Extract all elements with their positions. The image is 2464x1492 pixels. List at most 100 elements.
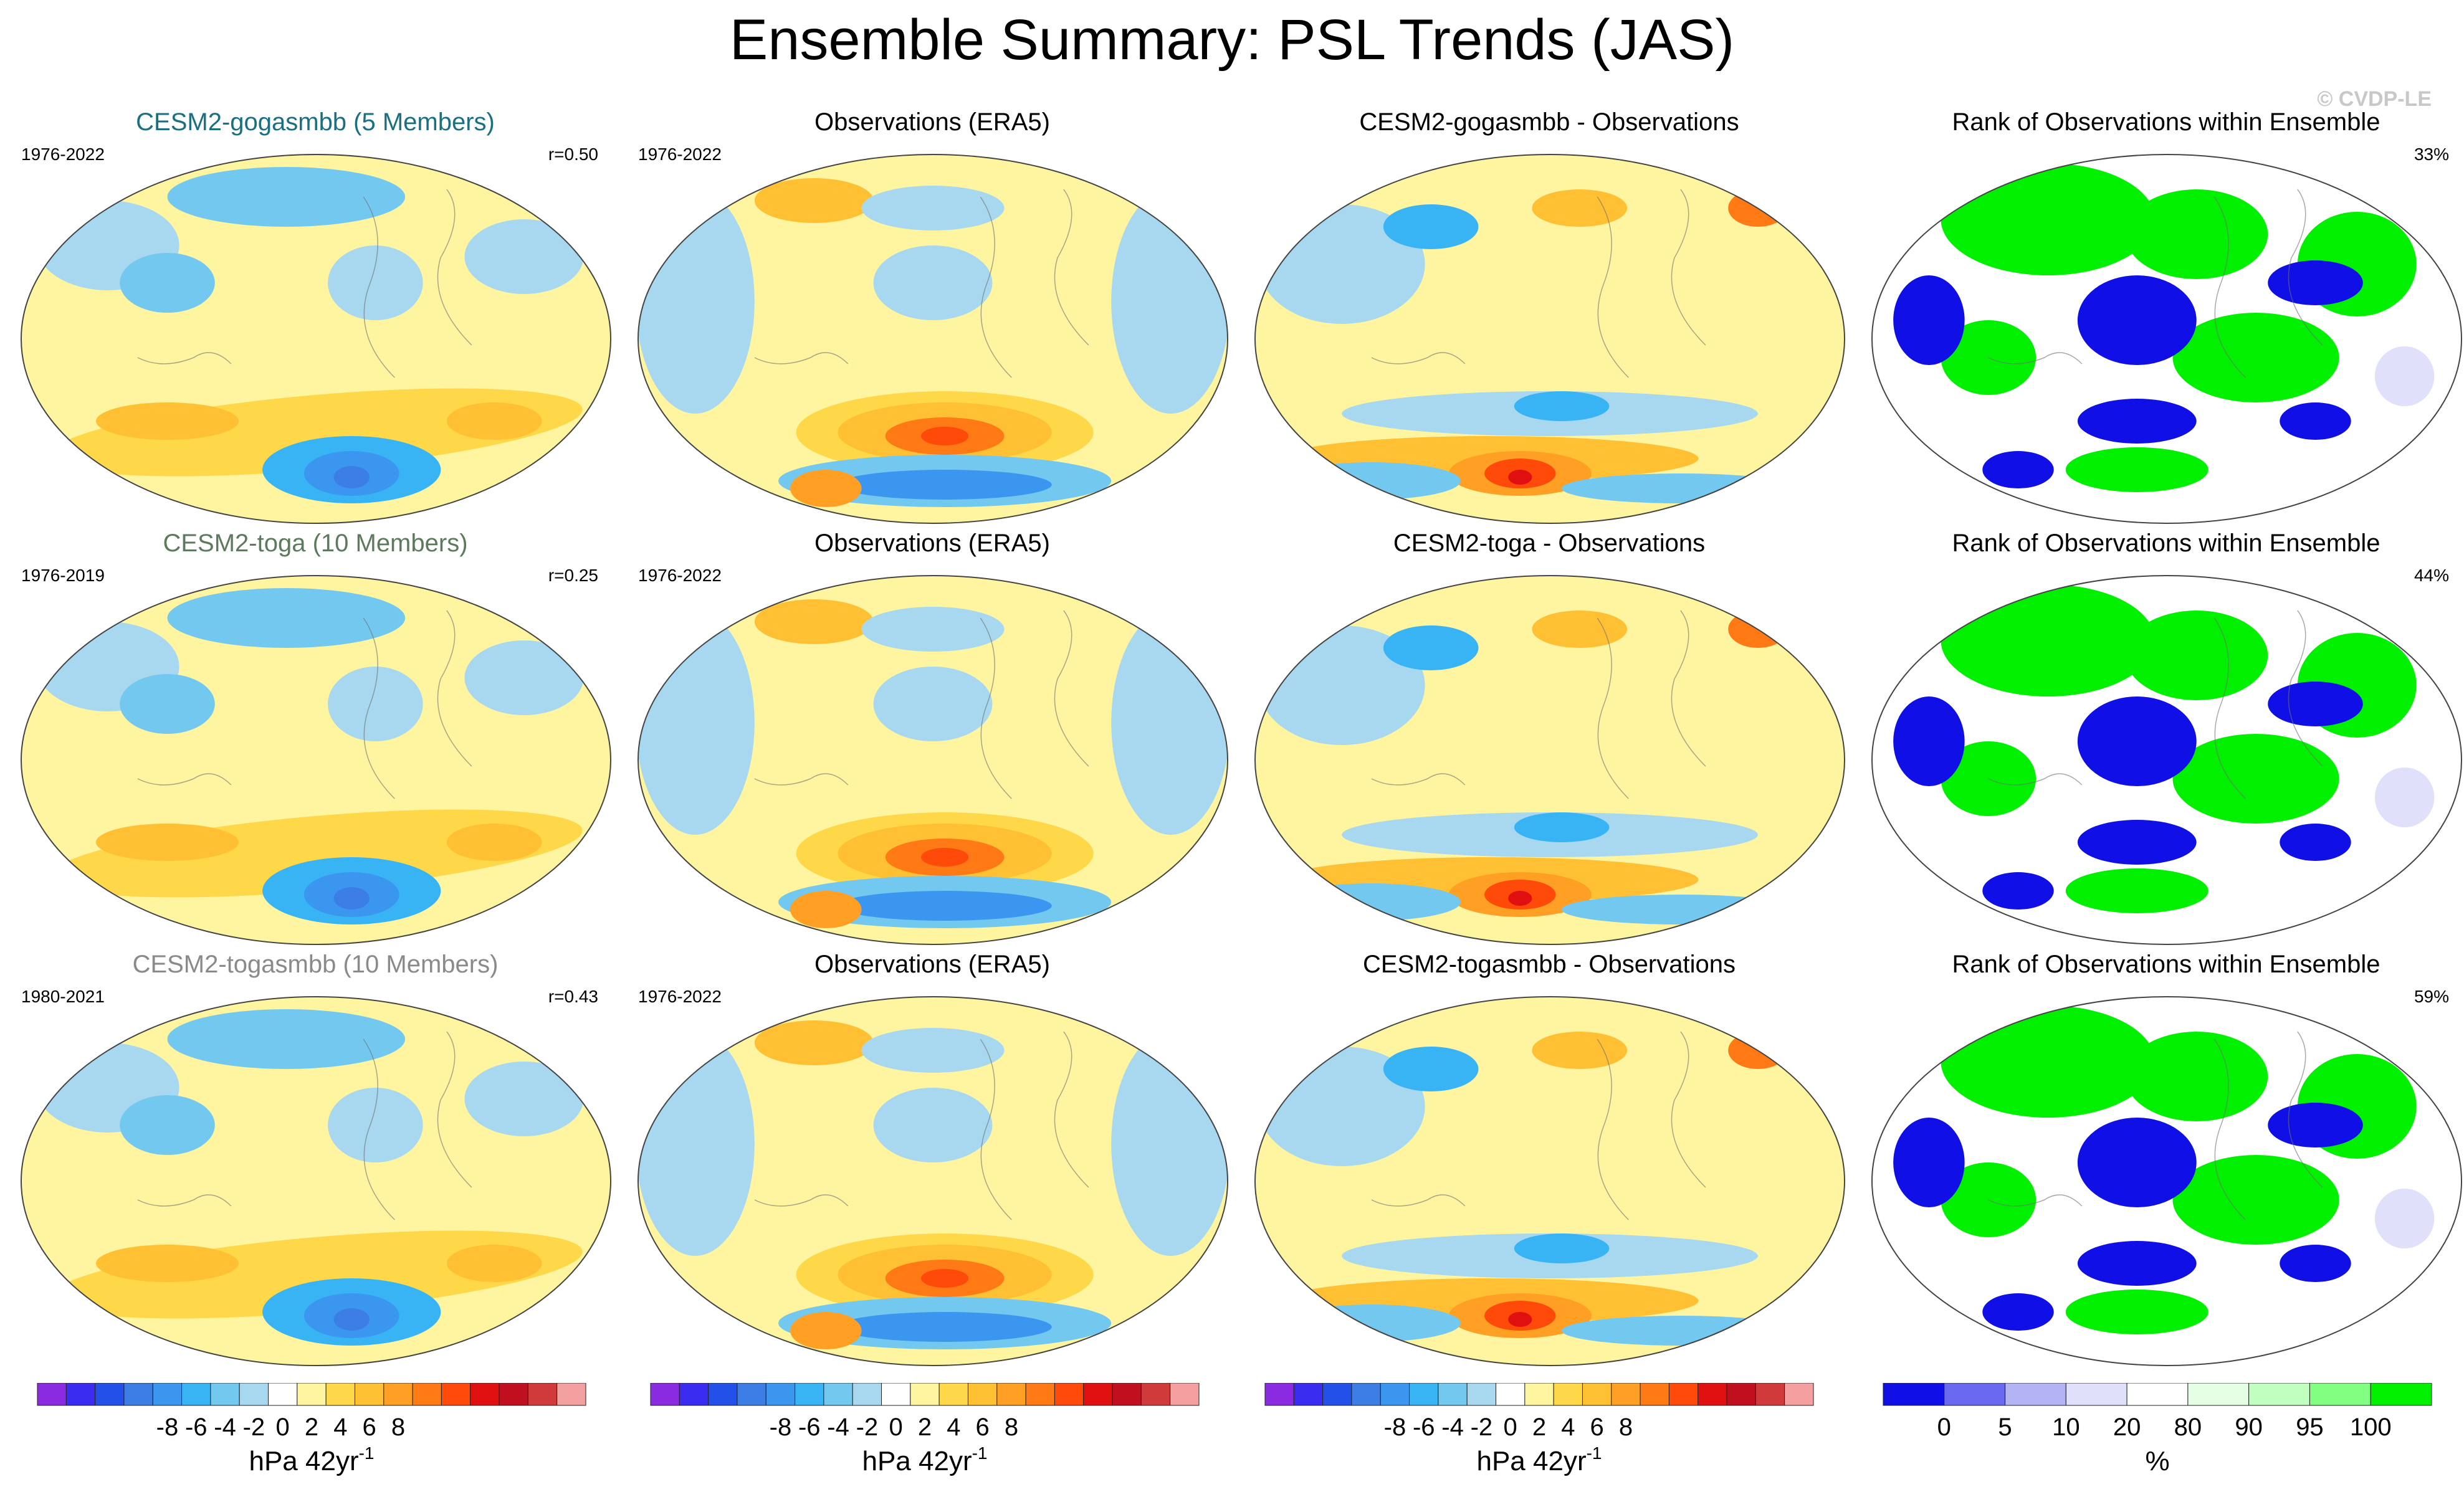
field-blob-12	[2280, 1245, 2351, 1282]
colorbar-swatch	[996, 1383, 1026, 1406]
rank-percent: 44%	[2414, 566, 2449, 585]
pattern-correlation: r=0.50	[548, 145, 598, 164]
field-blob-4	[120, 253, 215, 313]
colorbar-tick-label: -8	[156, 1414, 179, 1441]
figure-title: Ensemble Summary: PSL Trends (JAS)	[729, 8, 1735, 72]
colorbar-swatch	[527, 1383, 558, 1406]
colorbar-tick-label: -2	[1471, 1414, 1493, 1441]
field-blob-11	[1282, 462, 1461, 500]
colorbar-swatch	[1611, 1383, 1641, 1406]
colorbar-swatch	[1496, 1383, 1526, 1406]
colorbar-tick-label: 5	[1998, 1414, 2012, 1441]
field-blob-12	[1562, 895, 1800, 924]
colorbar-swatch	[1582, 1383, 1612, 1406]
field-blob-4	[2172, 1155, 2339, 1245]
colorbar-swatch	[823, 1383, 853, 1406]
field-blob-9	[2268, 1103, 2363, 1148]
colorbar-tick-label: -4	[1441, 1414, 1464, 1441]
field-blob-9	[920, 848, 969, 867]
colorbar-swatch	[210, 1383, 240, 1406]
coastline	[754, 610, 1089, 799]
map-obs	[637, 154, 1228, 524]
colorbar-tick-label: 0	[1504, 1414, 1517, 1441]
colorbar-swatch	[2126, 1383, 2189, 1406]
credit-label: © CVDP-LE	[2317, 87, 2432, 111]
colorbar-swatch	[1698, 1383, 1727, 1406]
map-border	[637, 996, 1228, 1366]
map-border	[1871, 996, 2462, 1366]
colorbar-swatch	[1170, 1383, 1200, 1406]
colorbar-swatch	[239, 1383, 269, 1406]
field-blob-12	[1562, 473, 1800, 503]
colorbar-swatch	[795, 1383, 824, 1406]
map-diff	[1254, 154, 1845, 524]
field-blob-4	[120, 1095, 215, 1155]
panel-title: Rank of Observations within Ensemble	[1952, 108, 2380, 136]
coastline	[754, 1031, 1089, 1220]
colorbar-swatch	[1524, 1383, 1554, 1406]
colorbar-swatch	[1322, 1383, 1352, 1406]
colorbar-unit-label: %	[2145, 1446, 2169, 1476]
colorbar-swatch	[679, 1383, 709, 1406]
panel-diff-row2: CESM2-toga - Observations	[1244, 530, 1855, 945]
field-blob-2	[2125, 611, 2268, 700]
colorbar-tick-label: 4	[333, 1414, 347, 1441]
field-blob-11	[838, 1312, 1052, 1342]
field-blob-13	[2374, 767, 2435, 827]
panel-title: CESM2-togasmbb - Observations	[1362, 951, 1736, 978]
colorbar-swatch	[2370, 1383, 2432, 1406]
field-blob-10	[1508, 470, 1532, 485]
field-blob-9	[2268, 260, 2363, 305]
coastline	[1371, 189, 1706, 378]
coastline	[1371, 1031, 1706, 1220]
field-blob-2	[167, 167, 406, 227]
coastline	[1988, 610, 2323, 799]
panel-title: CESM2-togasmbb (10 Members)	[132, 951, 499, 978]
map-diff	[1254, 575, 1845, 945]
field-blob-10	[1508, 891, 1532, 906]
colorbar-tick-label: 4	[947, 1414, 960, 1441]
field-blob-9	[920, 1269, 969, 1288]
map-border	[1871, 575, 2462, 945]
colorbar-swatch	[441, 1383, 471, 1406]
field-blob-3	[464, 219, 584, 294]
colorbar-tick-label: -4	[214, 1414, 236, 1441]
colorbar-tick-label: 2	[1532, 1414, 1546, 1441]
field-blob-7	[96, 824, 239, 861]
field-blob-2	[1383, 204, 1479, 249]
coastline	[1988, 1031, 2323, 1220]
rank-percent: 33%	[2414, 145, 2449, 164]
panel-title: Observations (ERA5)	[814, 530, 1050, 557]
field-blob-11	[838, 470, 1052, 500]
panel-obs-row3: Observations (ERA5) 1976-2022	[627, 951, 1238, 1366]
colorbar-tick-label: 4	[1561, 1414, 1575, 1441]
colorbar-tick-label: 8	[391, 1414, 405, 1441]
colorbar-swatch	[737, 1383, 766, 1406]
panel-title: CESM2-toga (10 Members)	[163, 530, 468, 557]
colorbar-swatch	[1264, 1383, 1294, 1406]
field-blob-12	[790, 470, 862, 507]
map-diff	[1254, 996, 1845, 1366]
colorbar-swatch	[765, 1383, 796, 1406]
panel-diff-row3: CESM2-togasmbb - Observations	[1244, 951, 1855, 1366]
panel-obs-row1: Observations (ERA5) 1976-2022	[627, 108, 1238, 524]
field-blob-1	[1941, 1005, 2155, 1118]
map-border	[1254, 996, 1845, 1366]
field-blob-8	[2077, 696, 2197, 786]
field-blob-11	[333, 887, 370, 910]
field-blob-4	[861, 186, 1005, 230]
coastline	[1371, 610, 1706, 799]
panel-rank-row3: Rank of Observations within Ensemble 59%	[1861, 951, 2464, 1366]
field-blob-2	[2125, 1032, 2268, 1121]
panel-rank-row2: Rank of Observations within Ensemble 44%	[1861, 530, 2464, 945]
colorbar-trend-2: -8 -6 -4 -2 0 2 4 6 8 hPa 42yr-1	[650, 1383, 1200, 1476]
colorbar-swatch	[1380, 1383, 1410, 1406]
colorbar-swatch	[1944, 1383, 2006, 1406]
colorbar-swatch	[268, 1383, 298, 1406]
colorbar-swatch	[499, 1383, 528, 1406]
field-blob-3	[464, 1062, 584, 1136]
field-blob-6	[49, 388, 583, 477]
colorbar-swatch	[1668, 1383, 1699, 1406]
field-blob-3	[754, 599, 874, 644]
colorbar-tick-label: 10	[2052, 1414, 2080, 1441]
